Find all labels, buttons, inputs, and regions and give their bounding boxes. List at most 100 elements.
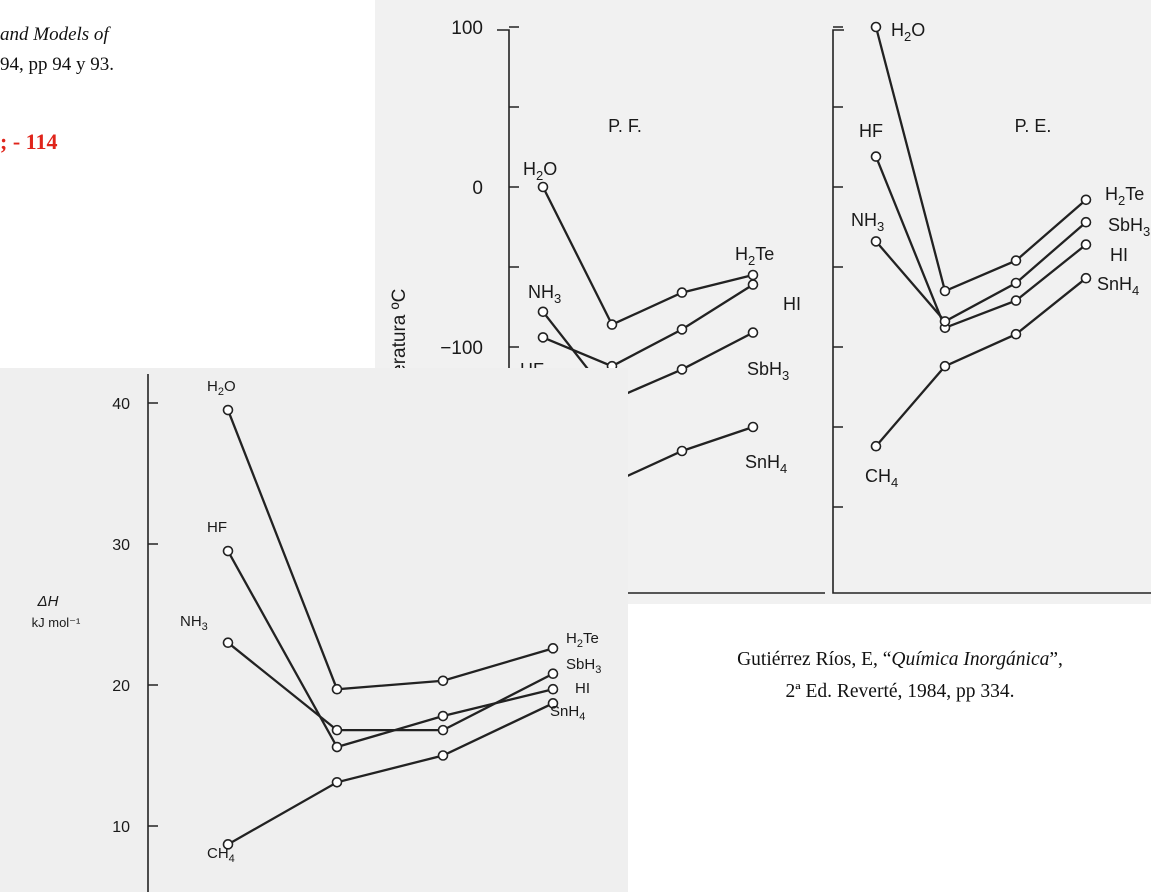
series-line-hf — [226, 550, 554, 749]
data-point-hf-4 — [747, 279, 759, 290]
series-label-h2o: H2O — [523, 159, 557, 183]
data-point-nh3-2 — [331, 724, 343, 736]
y-axis — [497, 29, 825, 594]
series-label-sbh3: SbH3 — [566, 656, 601, 676]
series-label-nh3: NH3 — [851, 210, 884, 234]
data-point-hf-3 — [1010, 295, 1022, 306]
y-tick-label: −100 — [440, 338, 483, 359]
data-point-h2o-2 — [939, 285, 951, 297]
data-point-hf-2 — [331, 741, 343, 753]
series-label-h2te: H2Te — [735, 244, 774, 268]
series-line-ch4 — [875, 277, 1087, 447]
data-point-ch4-1 — [870, 440, 882, 452]
data-point-h2o-3 — [1010, 255, 1022, 266]
citation-line-1: Gutiérrez Ríos, E, “Química Inorgánica”, — [640, 644, 1151, 676]
boiling-point-chart: P. E. H2O HF NH3 CH4 H2Te SbH3 HI SnH4 — [832, 20, 1151, 594]
data-point-hf-1 — [222, 545, 234, 557]
panel-label: P. E. — [1015, 116, 1052, 136]
citation: Gutiérrez Ríos, E, “Química Inorgánica”,… — [640, 644, 1151, 708]
data-point-h2o-4 — [1080, 194, 1092, 206]
data-point-ch4-3 — [676, 445, 688, 457]
data-point-ch4-1 — [222, 839, 234, 850]
y-axis-unit: kJ mol⁻¹ — [32, 615, 81, 630]
data-point-h2o-1 — [537, 181, 549, 193]
series-label-hi: HI — [1110, 245, 1128, 265]
series-line-h2o — [874, 26, 1087, 293]
boiling-point-panel: P. E. H2O HF NH3 CH4 H2Te SbH3 HI SnH4 — [825, 0, 1151, 604]
series-line-nh3 — [542, 311, 754, 402]
data-point-nh3-4 — [1080, 216, 1092, 228]
series-label-snh4: SnH4 — [745, 452, 787, 476]
data-point-ch4-3 — [1010, 328, 1022, 340]
data-point-nh3-3 — [437, 724, 449, 736]
data-point-h2o-4 — [547, 643, 559, 654]
series-line-nh3 — [227, 641, 554, 732]
data-point-nh3-2 — [939, 316, 951, 327]
data-point-hf-3 — [676, 324, 688, 335]
data-point-nh3-4 — [747, 327, 759, 338]
data-point-ch4-3 — [437, 750, 449, 761]
y-axis — [832, 29, 1151, 594]
series-line-hf — [874, 156, 1087, 330]
citation-line-2: 2ª Ed. Reverté, 1984, pp 334. — [785, 681, 1015, 702]
data-point-h2o-4 — [747, 269, 759, 281]
data-point-hf-1 — [870, 151, 882, 162]
data-point-nh3-1 — [870, 236, 882, 247]
reference-line-2: 94, pp 94 y 93. — [0, 54, 114, 75]
series-line-h2o — [541, 186, 754, 327]
series-line-hf — [542, 283, 754, 368]
data-point-h2o-2 — [606, 319, 618, 330]
data-point-ch4-2 — [331, 776, 343, 788]
citation-author: Gutiérrez Ríos, E, “ — [737, 649, 892, 670]
data-point-nh3-4 — [547, 668, 559, 680]
page-label: ; - 114 — [0, 129, 58, 154]
series-label-nh3: NH3 — [528, 282, 561, 306]
enthalpy-chart: 40 30 20 10 ΔH kJ mol⁻¹ H2O HF NH3 CH4 H2Te SbH3 HI S… — [32, 374, 601, 892]
series-label-h2o: H2O — [891, 20, 925, 44]
y-axis-label: ΔH — [37, 593, 59, 610]
series-label-hi: HI — [575, 680, 590, 697]
series-label-sbh3: SbH3 — [1108, 215, 1150, 239]
data-point-h2o-2 — [331, 683, 343, 695]
citation-title: Química Inorgánica — [891, 649, 1050, 670]
enthalpy-panel: 40 30 20 10 ΔH kJ mol⁻¹ H2O HF NH3 CH4 H2Te SbH3 HI S… — [0, 368, 628, 892]
series-line-ch4 — [227, 702, 554, 846]
reference-line-1: and Models of — [0, 24, 109, 45]
data-point-hf-3 — [437, 710, 449, 722]
series-label-nh3: NH3 — [180, 613, 208, 633]
y-tick-label: 30 — [112, 537, 130, 554]
series-label-ch4: CH4 — [207, 845, 235, 865]
series-label-h2o: H2O — [207, 378, 236, 398]
data-point-ch4-4 — [1080, 272, 1092, 284]
data-point-h2o-1 — [870, 21, 882, 33]
data-point-h2o-3 — [437, 675, 449, 687]
data-point-nh3-3 — [676, 364, 688, 375]
data-point-ch4-2 — [939, 360, 951, 372]
panel-label: P. F. — [608, 116, 642, 136]
series-label-h2te: H2Te — [1105, 184, 1144, 208]
data-point-ch4-4 — [747, 421, 759, 433]
y-tick-label: 0 — [472, 178, 483, 199]
series-label-snh4: SnH4 — [1097, 274, 1139, 298]
data-point-h2o-3 — [676, 287, 688, 298]
reference-fragment: and Models of 94, pp 94 y 93. — [0, 20, 114, 80]
series-label-sbh3: SbH3 — [747, 359, 789, 383]
citation-after-title: ”, — [1049, 649, 1063, 670]
series-label-h2te: H2Te — [566, 630, 599, 650]
data-point-nh3-1 — [222, 637, 234, 649]
data-point-hf-1 — [537, 332, 549, 343]
series-line-h2o — [226, 409, 554, 691]
y-tick-label: 20 — [112, 678, 130, 695]
series-label-hf: HF — [207, 519, 227, 536]
series-label-hi: HI — [783, 294, 801, 314]
data-point-h2o-1 — [222, 404, 234, 416]
data-point-hf-4 — [547, 683, 559, 695]
series-label-ch4: CH4 — [865, 466, 898, 490]
data-point-hf-4 — [1080, 239, 1092, 250]
data-point-ch4-4 — [547, 698, 559, 709]
series-label-snh4: SnH4 — [550, 703, 585, 723]
series-line-nh3 — [875, 221, 1087, 323]
data-point-nh3-3 — [1010, 277, 1022, 289]
y-tick-label: 40 — [112, 396, 130, 413]
y-tick-label: 100 — [451, 18, 483, 39]
